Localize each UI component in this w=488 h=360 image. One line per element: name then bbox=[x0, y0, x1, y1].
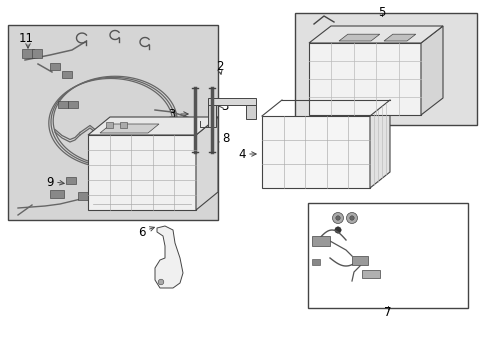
Circle shape bbox=[158, 279, 163, 285]
Bar bbox=[294, 13, 476, 125]
Bar bbox=[245, 105, 256, 119]
Circle shape bbox=[349, 216, 353, 220]
Bar bbox=[311, 259, 319, 265]
Bar bbox=[160, 164, 172, 172]
Polygon shape bbox=[383, 34, 415, 41]
Text: 3: 3 bbox=[221, 99, 228, 112]
Bar bbox=[307, 203, 467, 308]
Polygon shape bbox=[100, 124, 159, 133]
Polygon shape bbox=[196, 117, 218, 210]
Bar bbox=[361, 270, 379, 278]
Bar bbox=[351, 256, 367, 265]
Text: 4: 4 bbox=[238, 148, 245, 161]
Polygon shape bbox=[155, 226, 183, 288]
Text: 6: 6 bbox=[138, 225, 145, 239]
Polygon shape bbox=[88, 117, 218, 135]
Bar bbox=[105, 192, 119, 200]
Bar bbox=[311, 236, 329, 246]
Polygon shape bbox=[308, 43, 420, 115]
Text: 11: 11 bbox=[19, 31, 34, 45]
Text: 10: 10 bbox=[122, 194, 137, 207]
Bar bbox=[50, 190, 64, 198]
Bar bbox=[62, 71, 72, 78]
Text: 9: 9 bbox=[46, 176, 54, 189]
Bar bbox=[207, 98, 256, 105]
Bar bbox=[106, 122, 113, 128]
Text: 5: 5 bbox=[378, 5, 385, 18]
Polygon shape bbox=[308, 26, 442, 43]
Circle shape bbox=[335, 216, 340, 220]
Polygon shape bbox=[420, 26, 442, 115]
Bar bbox=[78, 192, 92, 200]
Bar bbox=[168, 192, 180, 200]
Text: 8: 8 bbox=[222, 131, 229, 144]
Bar bbox=[8, 25, 218, 220]
Bar bbox=[66, 177, 76, 184]
Text: 7: 7 bbox=[384, 306, 391, 320]
Circle shape bbox=[346, 212, 357, 224]
Bar bbox=[22, 49, 34, 58]
Bar bbox=[32, 49, 42, 58]
Circle shape bbox=[334, 227, 341, 233]
Polygon shape bbox=[88, 135, 196, 210]
Circle shape bbox=[332, 212, 343, 224]
Text: 1: 1 bbox=[158, 118, 165, 131]
Bar bbox=[120, 122, 127, 128]
Bar bbox=[207, 105, 216, 127]
Bar bbox=[58, 101, 68, 108]
Bar bbox=[50, 63, 60, 70]
Polygon shape bbox=[262, 116, 369, 188]
Text: 3: 3 bbox=[168, 108, 175, 121]
Polygon shape bbox=[338, 34, 379, 41]
Polygon shape bbox=[369, 100, 389, 188]
Bar bbox=[68, 101, 78, 108]
Text: 2: 2 bbox=[216, 59, 224, 72]
